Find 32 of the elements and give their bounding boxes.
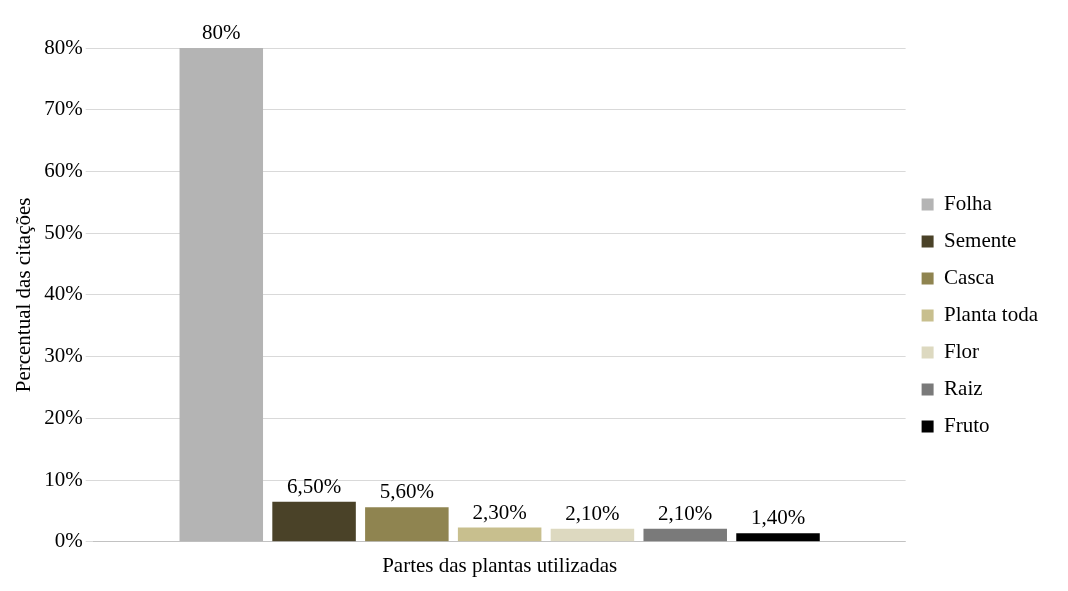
data-label: 2,30% — [472, 499, 527, 524]
y-tick-label: 30% — [44, 343, 83, 368]
y-tick-label: 50% — [44, 219, 83, 244]
bar — [736, 533, 820, 542]
y-tick-label: 20% — [44, 404, 83, 429]
y-tick-label: 40% — [44, 281, 83, 306]
data-label: 6,50% — [286, 473, 342, 498]
bar — [179, 48, 264, 542]
legend-label: Casca — [944, 265, 995, 290]
legend-label: Flor — [944, 339, 980, 364]
data-label: 1,40% — [750, 505, 806, 530]
bar — [643, 528, 727, 542]
bar — [365, 507, 449, 542]
y-axis-title: Percentual das citações — [11, 197, 36, 393]
legend-label: Folha — [944, 191, 993, 216]
data-label: 5,60% — [379, 479, 434, 504]
data-label: 80% — [202, 20, 241, 45]
y-tick-label: 0% — [54, 528, 83, 553]
bar — [550, 528, 635, 542]
x-axis-title: Partes das plantas utilizadas — [382, 552, 618, 577]
y-tick-label: 60% — [44, 157, 83, 182]
y-tick-label: 10% — [44, 466, 83, 491]
bar — [272, 501, 356, 542]
legend-label: Fruto — [944, 413, 990, 438]
data-label: 2,10% — [565, 500, 620, 525]
data-label: 2,10% — [658, 500, 713, 525]
y-tick-label: 80% — [44, 34, 83, 59]
y-tick-label: 70% — [44, 96, 83, 121]
legend-label: Planta toda — [944, 302, 1039, 327]
bar — [457, 527, 542, 542]
legend-label: Semente — [944, 228, 1017, 253]
legend-label: Raiz — [944, 376, 983, 401]
